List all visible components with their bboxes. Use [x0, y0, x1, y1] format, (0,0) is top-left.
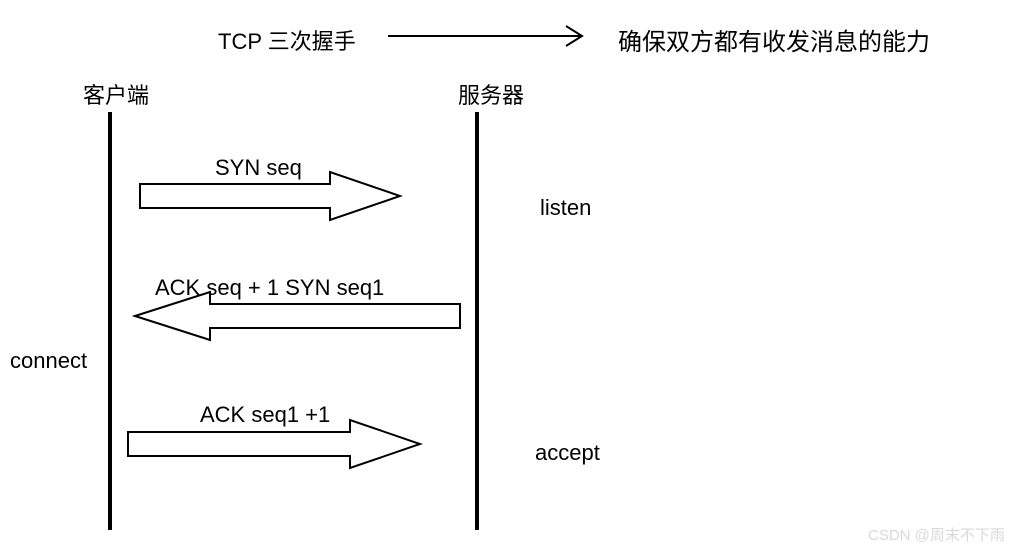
- note-right: 确保双方都有收发消息的能力: [618, 22, 930, 57]
- client-label: 客户端: [83, 78, 149, 110]
- title: TCP 三次握手: [218, 24, 356, 56]
- state-connect: connect: [10, 348, 87, 374]
- client-lifeline: [108, 112, 112, 530]
- state-listen: listen: [540, 195, 591, 221]
- server-lifeline: [475, 112, 479, 530]
- watermark: CSDN @周末不下雨: [868, 524, 1005, 545]
- msg3-arrow: [125, 417, 423, 471]
- state-accept: accept: [535, 440, 600, 466]
- diagram-canvas: TCP 三次握手 确保双方都有收发消息的能力 客户端 服务器 connect l…: [0, 0, 1021, 550]
- msg2-arrow: [132, 289, 463, 343]
- server-label: 服务器: [458, 78, 524, 110]
- note-arrow: [386, 24, 600, 48]
- msg1-arrow: [137, 169, 403, 223]
